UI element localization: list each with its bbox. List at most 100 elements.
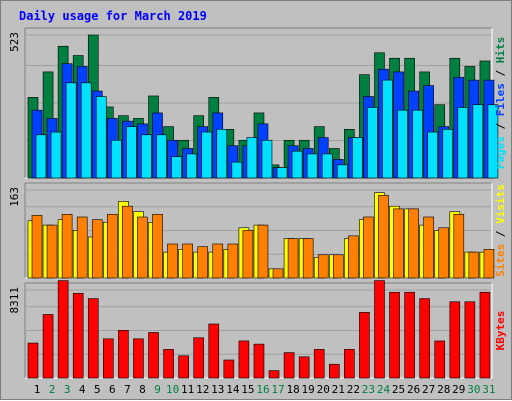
bar-sites-day-2: [46, 224, 58, 279]
day-label-21: 21: [332, 383, 345, 396]
bar-sites-day-5: [91, 219, 103, 279]
day-label-28: 28: [437, 383, 450, 396]
legend-separator: /: [494, 63, 507, 83]
chart-title: Daily usage for March 2019: [19, 9, 207, 23]
day-label-22: 22: [347, 383, 360, 396]
bar-sites-day-31: [483, 249, 495, 279]
bar-sites-day-8: [137, 216, 148, 279]
day-label-18: 18: [286, 383, 299, 396]
bar-kbytes-day-30: [464, 301, 476, 379]
bar-kbytes-day-7: [118, 330, 129, 379]
day-label-17: 17: [271, 383, 284, 396]
bar-sites-day-18: [287, 238, 299, 279]
bar-kbytes-day-29: [449, 301, 461, 379]
bar-sites-day-12: [197, 246, 209, 279]
bar-kbytes-day-18: [283, 352, 295, 379]
legend-files: Files: [494, 83, 507, 116]
ytick-label: 523: [8, 32, 21, 52]
bar-sites-day-15: [242, 230, 254, 279]
bar-pages-day-17: [276, 167, 288, 179]
bar-kbytes-day-22: [344, 349, 355, 379]
bar-pages-day-27: [427, 131, 438, 179]
bar-pages-day-10: [171, 156, 182, 179]
bar-pages-day-9: [156, 134, 167, 179]
bar-kbytes-day-12: [193, 337, 205, 379]
day-label-11: 11: [181, 383, 194, 396]
bar-sites-day-16: [257, 224, 269, 279]
bar-kbytes-day-25: [389, 291, 400, 379]
day-label-20: 20: [317, 383, 330, 396]
bar-kbytes-day-20: [313, 349, 325, 379]
series-legend-2: Sites / Visits: [494, 184, 507, 277]
bar-kbytes-day-19: [298, 356, 310, 379]
day-label-4: 4: [79, 383, 86, 396]
bar-pages-day-1: [35, 134, 47, 179]
bar-sites-day-30: [468, 251, 480, 279]
bar-pages-day-19: [306, 153, 318, 179]
legend-sites: Sites: [494, 244, 507, 277]
bar-kbytes-day-13: [208, 323, 220, 379]
bar-sites-day-3: [61, 213, 73, 279]
bar-sites-day-1: [31, 215, 43, 279]
legend-visits: Visits: [494, 184, 507, 224]
legend-separator: /: [494, 224, 507, 244]
day-label-25: 25: [392, 383, 405, 396]
bar-kbytes-day-23: [359, 312, 370, 379]
legend-kbytes: KBytes: [494, 311, 507, 351]
ytick-label: 163: [8, 187, 21, 207]
bar-pages-day-30: [472, 104, 484, 179]
bar-kbytes-day-17: [268, 370, 280, 379]
bar-sites-day-17: [272, 268, 284, 279]
bar-pages-day-8: [141, 134, 152, 179]
series-legend-3: KBytes: [494, 311, 507, 351]
day-label-6: 6: [109, 383, 116, 396]
bar-kbytes-day-3: [57, 280, 69, 379]
ytick-label: 8311: [8, 287, 21, 314]
day-label-29: 29: [452, 383, 465, 396]
bar-sites-day-24: [378, 195, 389, 279]
bar-kbytes-day-9: [148, 332, 159, 379]
day-label-23: 23: [362, 383, 375, 396]
day-label-12: 12: [196, 383, 209, 396]
bar-pages-day-12: [201, 131, 213, 179]
bar-kbytes-day-10: [163, 349, 174, 379]
bar-kbytes-day-6: [103, 338, 114, 379]
bar-sites-day-14: [227, 243, 239, 279]
bar-kbytes-day-1: [27, 342, 39, 379]
bar-kbytes-day-5: [87, 298, 99, 379]
day-label-3: 3: [64, 383, 71, 396]
day-label-27: 27: [422, 383, 435, 396]
bar-kbytes-day-15: [238, 340, 250, 379]
bar-pages-day-15: [246, 137, 258, 179]
bar-sites-day-9: [152, 213, 163, 279]
bar-kbytes-day-26: [404, 291, 415, 379]
legend-hits: Hits: [494, 37, 507, 64]
bar-pages-day-6: [111, 139, 122, 179]
day-label-13: 13: [211, 383, 224, 396]
series-legend-1: Pages / Files / Hits: [494, 37, 507, 170]
bar-kbytes-day-24: [374, 280, 385, 379]
bar-pages-day-20: [321, 153, 333, 179]
legend-separator: /: [494, 116, 507, 136]
day-label-1: 1: [34, 383, 41, 396]
bar-sites-day-20: [317, 254, 329, 279]
bar-sites-day-4: [76, 216, 88, 279]
bar-pages-day-29: [457, 107, 469, 179]
bar-sites-day-28: [438, 227, 450, 279]
bar-pages-day-31: [487, 104, 499, 179]
bar-pages-day-2: [50, 131, 62, 179]
day-label-9: 9: [154, 383, 161, 396]
bar-sites-day-13: [212, 243, 224, 279]
bar-pages-day-24: [382, 79, 393, 179]
bar-sites-day-21: [332, 254, 344, 279]
bar-kbytes-day-4: [72, 292, 84, 379]
bar-kbytes-day-14: [223, 359, 235, 379]
day-label-8: 8: [139, 383, 146, 396]
day-label-2: 2: [49, 383, 56, 396]
day-label-10: 10: [166, 383, 179, 396]
bar-sites-day-22: [348, 235, 359, 279]
day-label-15: 15: [241, 383, 254, 396]
bar-sites-day-11: [182, 243, 193, 279]
